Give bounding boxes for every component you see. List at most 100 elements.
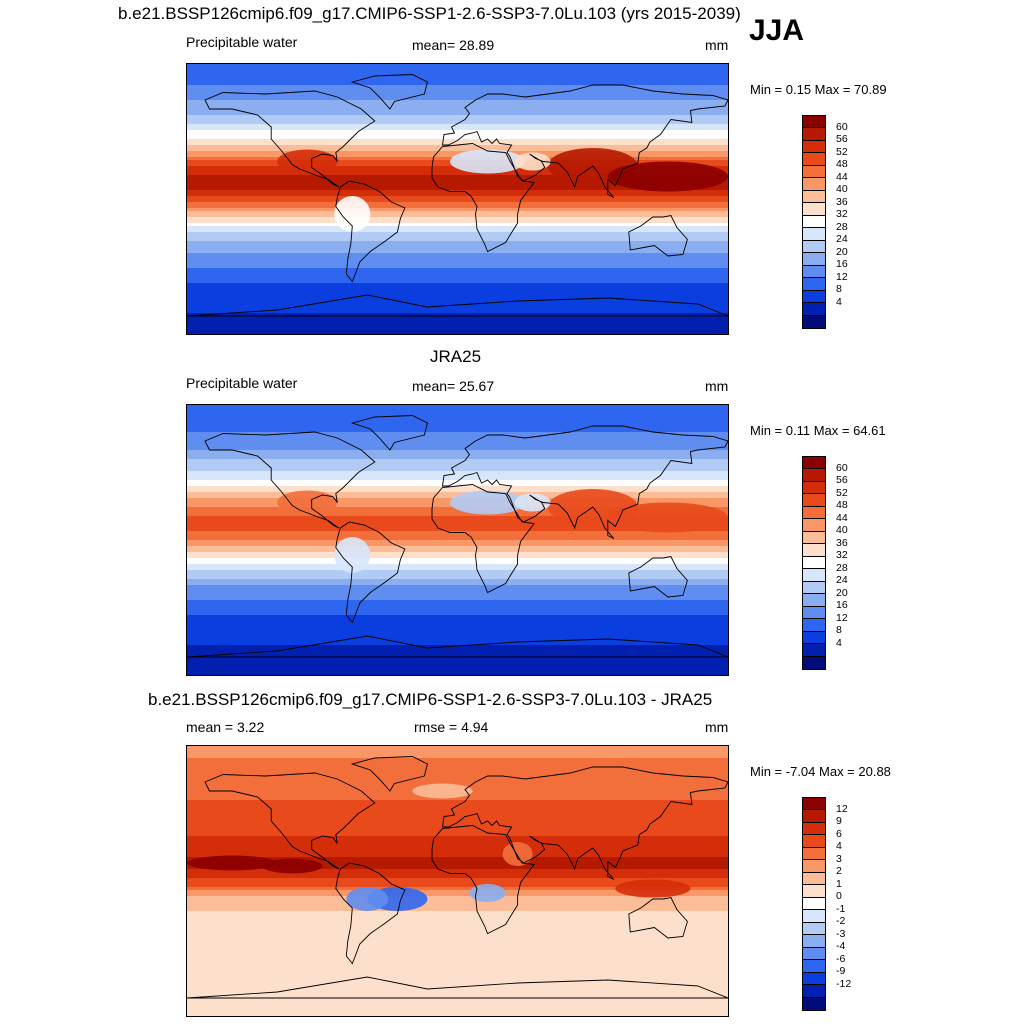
coastline-antarctica bbox=[187, 635, 728, 658]
field-band bbox=[187, 319, 728, 323]
field-band bbox=[187, 869, 728, 873]
field-band bbox=[187, 247, 728, 251]
colorbar-swatch bbox=[803, 935, 825, 948]
field-band bbox=[187, 746, 728, 750]
panel-minmax-obs: Min = 0.11 Max = 64.61 bbox=[750, 423, 886, 438]
field-band bbox=[187, 73, 728, 77]
field-band bbox=[187, 845, 728, 849]
colorbar-tick-label: -3 bbox=[836, 927, 846, 940]
coastline-australia bbox=[628, 896, 688, 939]
field-band bbox=[187, 833, 728, 837]
field-band bbox=[187, 905, 728, 909]
coastline-south-america bbox=[335, 862, 406, 965]
field-band bbox=[187, 133, 728, 137]
field-band bbox=[187, 411, 728, 415]
colorbar-swatch bbox=[803, 631, 825, 645]
panel-rmse-diff: rmse = 4.94 bbox=[414, 719, 489, 735]
field-band bbox=[187, 962, 728, 966]
field-band bbox=[187, 917, 728, 921]
field-band bbox=[187, 666, 728, 670]
field-band bbox=[187, 998, 728, 1002]
coastline-greenland bbox=[350, 756, 428, 792]
field-band bbox=[187, 286, 728, 290]
field-anomaly bbox=[412, 783, 473, 799]
field-band bbox=[187, 836, 728, 840]
field-band bbox=[187, 561, 728, 565]
panel-minmax-diff: Min = -7.04 Max = 20.88 bbox=[750, 764, 891, 779]
field-band bbox=[187, 591, 728, 595]
field-band bbox=[187, 953, 728, 957]
field-band bbox=[187, 1007, 728, 1011]
colorbar-swatch bbox=[803, 822, 825, 836]
field-band bbox=[187, 974, 728, 978]
field-band bbox=[187, 908, 728, 912]
field-band bbox=[187, 250, 728, 254]
field-anomaly bbox=[277, 149, 338, 174]
field-band bbox=[187, 630, 728, 634]
field-band bbox=[187, 929, 728, 933]
colorbar-tick-label: 4 bbox=[836, 295, 842, 308]
field-band bbox=[187, 489, 728, 493]
colorbar-tick-label: -4 bbox=[836, 940, 846, 953]
field-band bbox=[187, 438, 728, 442]
field-band bbox=[187, 636, 728, 640]
colorbar-swatch bbox=[803, 798, 825, 811]
field-band bbox=[187, 235, 728, 239]
field-band bbox=[187, 621, 728, 625]
field-band bbox=[187, 262, 728, 266]
field-band bbox=[187, 67, 728, 71]
field-band bbox=[187, 639, 728, 643]
field-band bbox=[187, 995, 728, 999]
field-band bbox=[187, 121, 728, 125]
panel-units-obs: mm bbox=[705, 378, 729, 394]
field-anomaly bbox=[514, 152, 551, 171]
colorbar-tick-label: 8 bbox=[836, 283, 842, 296]
coastline-north-america bbox=[204, 431, 376, 529]
field-band bbox=[187, 79, 728, 83]
field-band bbox=[187, 420, 728, 424]
field-band bbox=[187, 875, 728, 879]
field-band bbox=[187, 289, 728, 293]
colorbar-tick-label: 28 bbox=[836, 561, 848, 574]
field-band bbox=[187, 935, 728, 939]
colorbar-tick-label: -12 bbox=[836, 977, 852, 990]
colorbar-tick-label: 56 bbox=[836, 474, 848, 487]
colorbar-tick-label: 0 bbox=[836, 890, 842, 903]
field-band bbox=[187, 1010, 728, 1014]
field-band bbox=[187, 115, 728, 119]
field-band bbox=[187, 444, 728, 448]
colorbar-swatch bbox=[803, 644, 825, 657]
field-band bbox=[187, 663, 728, 667]
field-band bbox=[187, 839, 728, 843]
field-band bbox=[187, 426, 728, 430]
coastline-greenland bbox=[350, 74, 428, 110]
field-band bbox=[187, 525, 728, 529]
field-band bbox=[187, 657, 728, 661]
colorbar-tick-label: 56 bbox=[836, 133, 848, 146]
colorbar-swatch bbox=[803, 469, 825, 482]
field-band bbox=[187, 552, 728, 556]
field-band bbox=[187, 91, 728, 95]
field-band bbox=[187, 767, 728, 771]
colorbar-tick-label: 36 bbox=[836, 536, 848, 549]
colorbar-swatch bbox=[803, 985, 825, 998]
field-band bbox=[187, 543, 728, 547]
colorbar-tick-label: 32 bbox=[836, 208, 848, 221]
panel-mean-diff: mean = 3.22 bbox=[186, 719, 265, 735]
field-band bbox=[187, 1001, 728, 1005]
colorbar-swatch bbox=[803, 140, 825, 154]
field-band bbox=[187, 923, 728, 927]
field-band bbox=[187, 779, 728, 783]
field-band bbox=[187, 806, 728, 810]
coastline-antarctica bbox=[187, 294, 728, 317]
colorbar-tick-label: 12 bbox=[836, 802, 848, 815]
colorbar-tick-label: 44 bbox=[836, 170, 848, 183]
field-band bbox=[187, 471, 728, 475]
field-band bbox=[187, 175, 728, 179]
field-band bbox=[187, 770, 728, 774]
field-band bbox=[187, 980, 728, 984]
field-band bbox=[187, 70, 728, 74]
field-anomaly bbox=[334, 537, 371, 573]
field-band bbox=[187, 648, 728, 652]
field-band bbox=[187, 947, 728, 951]
